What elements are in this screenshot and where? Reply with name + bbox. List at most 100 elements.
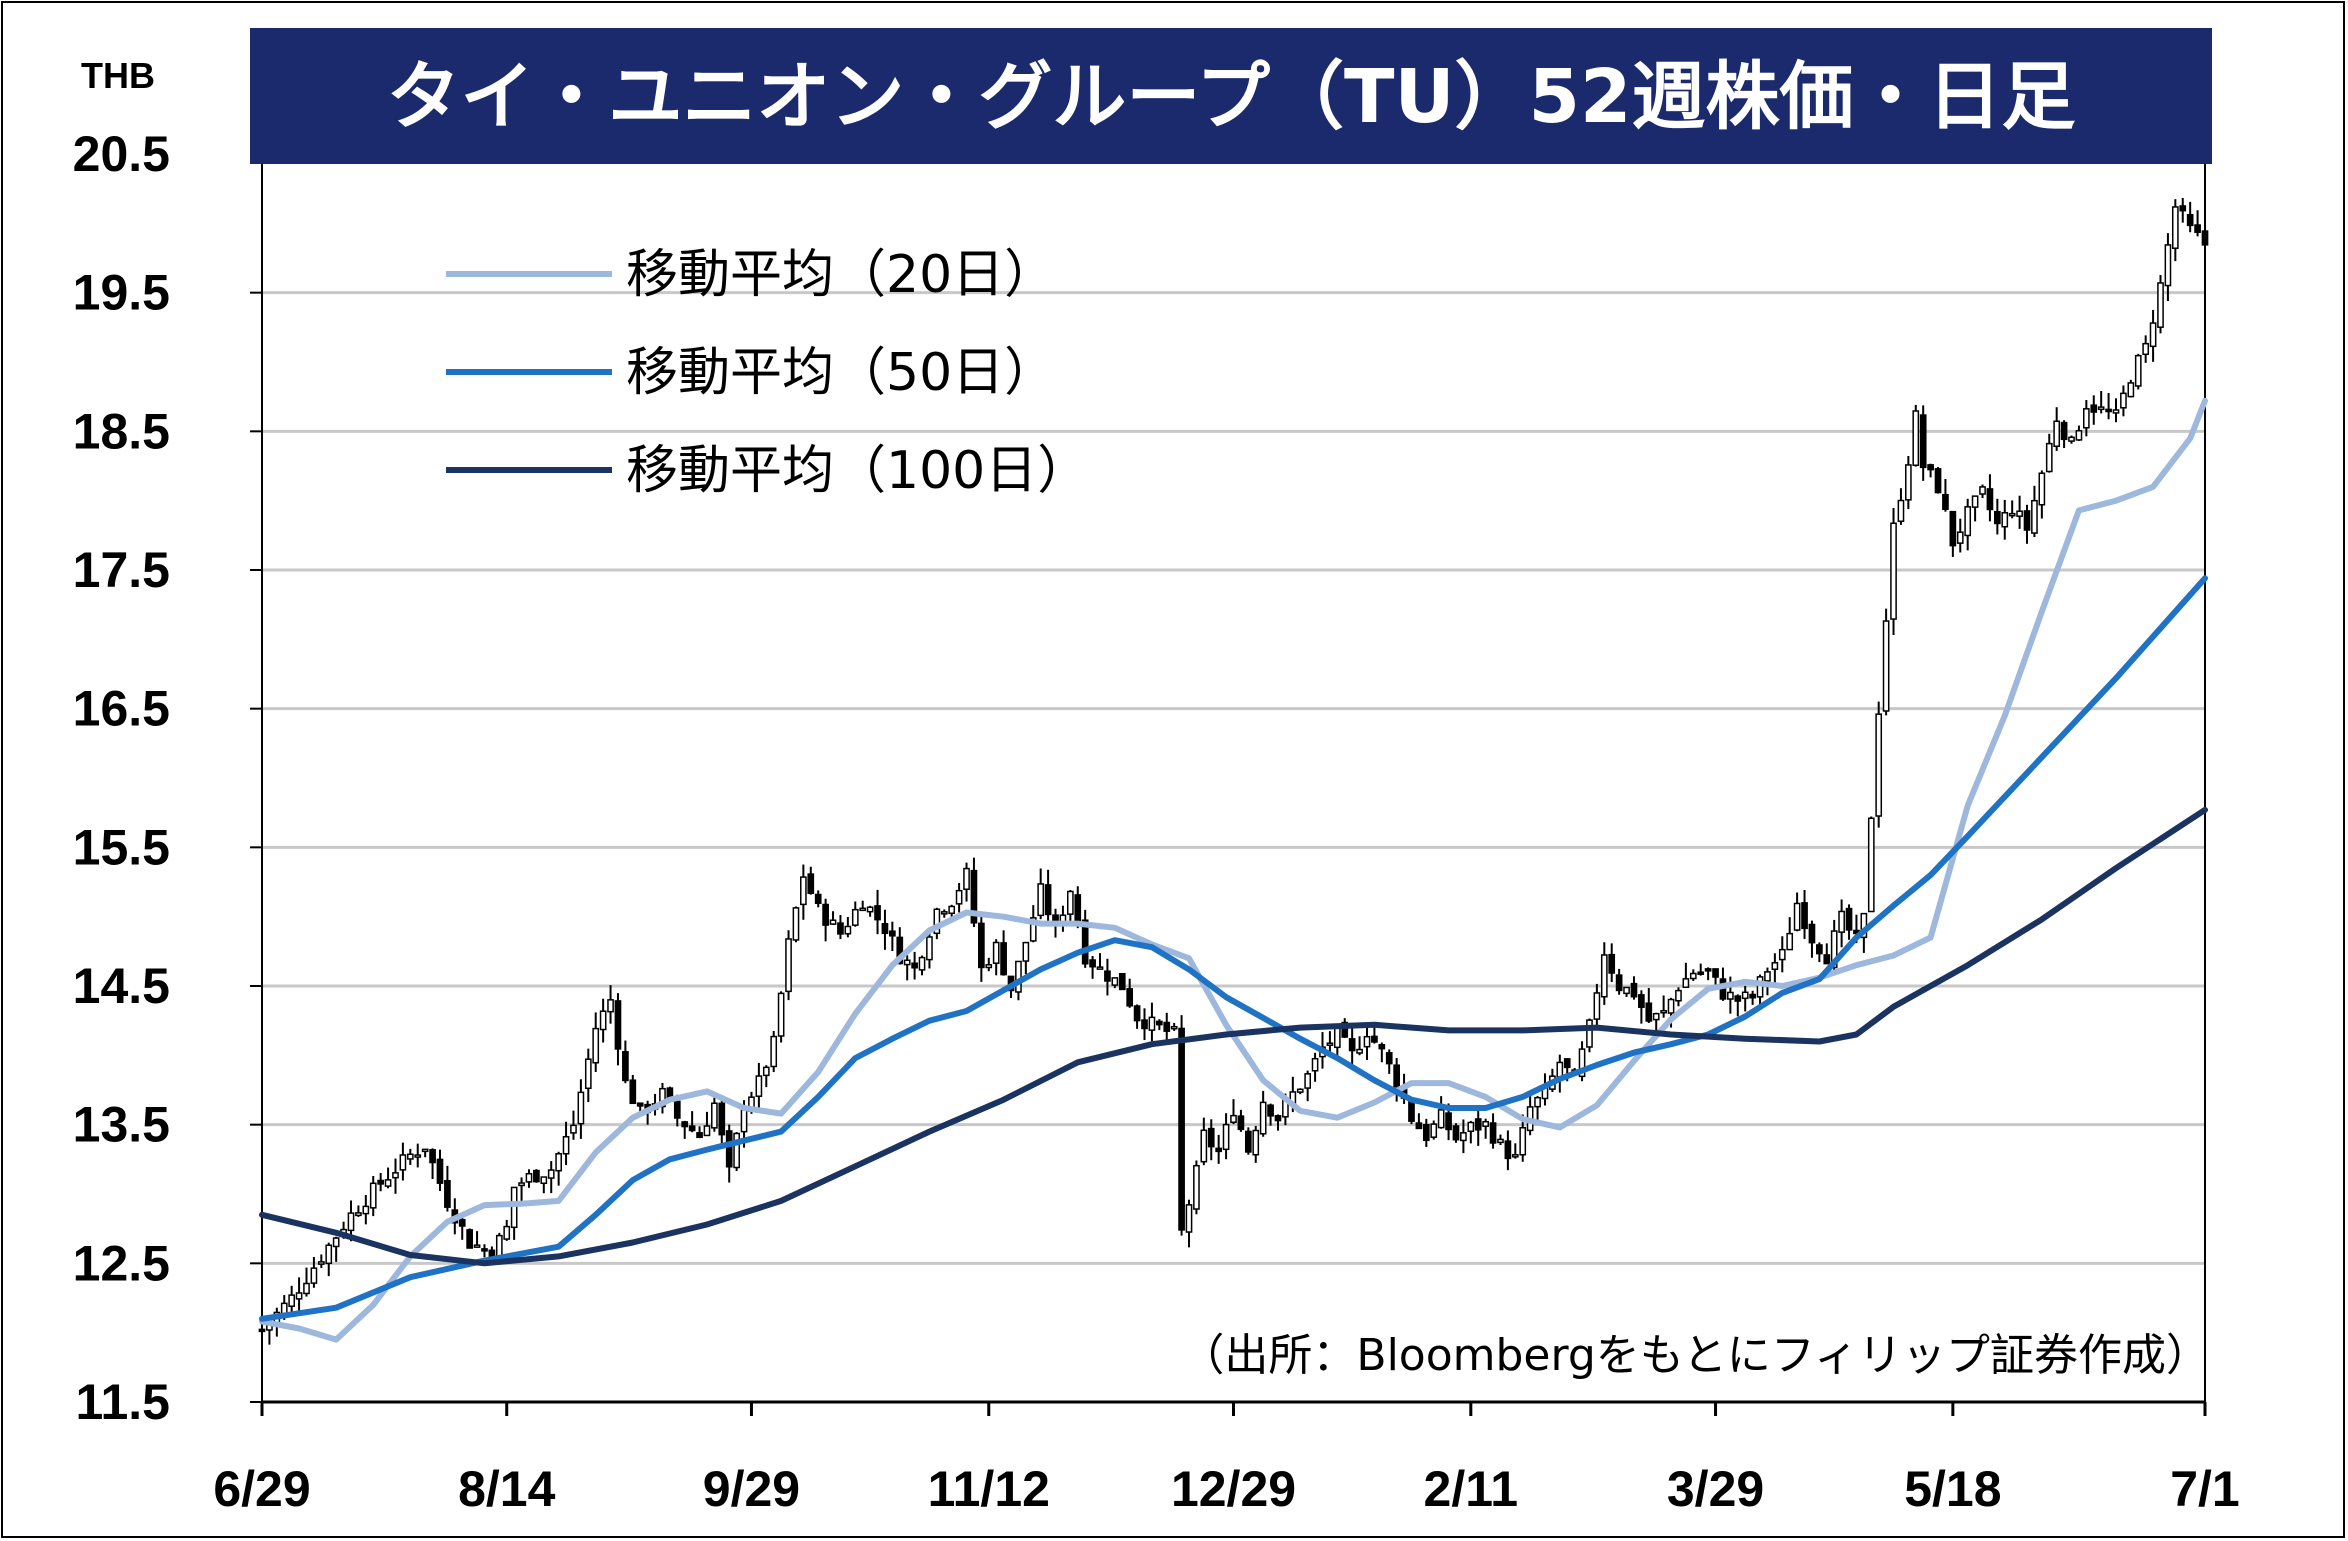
legend-label-ma20: 移動平均（20日） (626, 245, 1056, 305)
candle-body (414, 1154, 422, 1158)
candle-body (733, 1132, 740, 1169)
candle-body (881, 923, 889, 935)
candle-body (429, 1149, 436, 1164)
moving-average-lines (259, 397, 2208, 1343)
source-note: （出所：Bloombergをもとにフィリップ証券作成） (1180, 1330, 2210, 1381)
candle-body (1801, 902, 1808, 930)
candle-body (2090, 404, 2098, 413)
candle-body (1578, 1048, 1586, 1078)
candle-body (444, 1179, 451, 1208)
legend: 移動平均（20日） 移動平均（50日） 移動平均（100日） (446, 245, 1089, 501)
candle-body (1534, 1096, 1541, 1108)
candle-body (1430, 1123, 1438, 1138)
candle-body (258, 1328, 266, 1333)
candle-body (2053, 420, 2061, 448)
candle-body (1808, 923, 1816, 944)
candle-body (785, 938, 792, 993)
candle-body (851, 908, 859, 926)
candle-body (1682, 978, 1690, 988)
candle-body (1437, 1109, 1445, 1129)
candle-body (1267, 1104, 1274, 1117)
candle-body (406, 1153, 414, 1160)
candle-body (1148, 1016, 1156, 1031)
candle-body (2157, 282, 2164, 328)
candle-body (2201, 230, 2209, 246)
candle-body (399, 1154, 407, 1171)
y-tick-label: 15.5 (73, 819, 170, 875)
candle-body (762, 1066, 770, 1077)
candle-body (1749, 993, 1756, 999)
x-tick-label: 9/29 (703, 1461, 800, 1517)
candle-body (1838, 910, 1845, 933)
candle-body (2097, 406, 2105, 411)
candle-body (926, 936, 933, 961)
candle-body (317, 1261, 325, 1265)
candle-body (1511, 1154, 1519, 1158)
candle-body (555, 1153, 562, 1172)
candle-body (2127, 382, 2135, 398)
legend-label-ma100: 移動平均（100日） (626, 441, 1089, 501)
candle-body (1244, 1130, 1252, 1153)
candle-body (1141, 1019, 1148, 1030)
candle-body (1393, 1064, 1400, 1088)
candle-body (1882, 620, 1890, 712)
x-tick-label: 7/1 (2170, 1461, 2240, 1517)
candle-body (570, 1124, 577, 1134)
candle-body (1385, 1052, 1393, 1065)
candle-body (1015, 960, 1022, 993)
candle-body (1178, 1027, 1185, 1231)
candle-body (963, 867, 970, 890)
candle-body (2186, 213, 2194, 227)
candle-body (362, 1205, 370, 1215)
candle-body (696, 1132, 703, 1139)
legend-label-ma50: 移動平均（50日） (626, 343, 1056, 403)
candle-body (1556, 1061, 1564, 1078)
candle-body (1074, 894, 1082, 925)
candle-body (1363, 1035, 1371, 1048)
candle-body (933, 908, 941, 935)
candle-body (1348, 1038, 1356, 1052)
y-tick-label: 17.5 (73, 542, 170, 598)
candle-body (377, 1179, 385, 1185)
candle-body (1193, 1164, 1200, 1210)
candle-body (2134, 354, 2142, 387)
candle-body (1311, 1057, 1319, 1072)
candle-body (325, 1244, 333, 1265)
candle-body (540, 1176, 548, 1185)
candle-body (436, 1158, 444, 1184)
candle-body (1044, 884, 1052, 916)
candle-body (533, 1169, 540, 1183)
candle-body (688, 1125, 696, 1132)
candle-body (1905, 464, 1912, 501)
y-tick-label: 14.5 (73, 958, 170, 1014)
candle-body (1200, 1129, 1208, 1163)
candle-body (1452, 1125, 1460, 1141)
candle-body (2001, 512, 2009, 528)
candle-body (1919, 414, 1927, 469)
candle-body (985, 964, 993, 969)
candle-body (369, 1182, 377, 1209)
candle-body (1237, 1115, 1245, 1131)
x-tick-label: 6/29 (213, 1461, 310, 1517)
candle-body (829, 919, 837, 925)
candle-body (874, 905, 881, 921)
candle-body (866, 906, 874, 913)
candle-body (814, 893, 822, 905)
candle-body (1816, 944, 1823, 955)
candle-body (1697, 971, 1705, 975)
x-tick-label: 11/12 (928, 1461, 1050, 1517)
candle-body (1593, 992, 1601, 1020)
candle-body (1067, 890, 1074, 915)
x-tick-label: 12/29 (1171, 1461, 1296, 1517)
candle-body (918, 956, 926, 971)
candle-body (1615, 974, 1623, 992)
y-tick-label: 16.5 (73, 681, 170, 737)
candle-body (792, 907, 800, 941)
candle-body (2031, 499, 2038, 534)
x-tick-label: 5/18 (1904, 1461, 2001, 1517)
candle-body (1022, 941, 1030, 962)
candle-body (807, 873, 815, 894)
candle-body (466, 1229, 473, 1249)
candle-body (1341, 1021, 1349, 1038)
